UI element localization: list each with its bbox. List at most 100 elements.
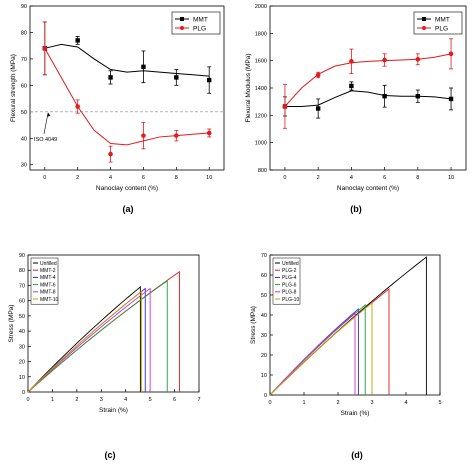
x-tick-label: 5 (438, 400, 441, 406)
y-tick-label: 0 (22, 390, 25, 396)
plot-frame (27, 254, 200, 393)
panel-caption: (c) (105, 450, 116, 460)
y-tick-label: 1800 (255, 31, 267, 37)
data-point-mmt (448, 96, 454, 102)
legend-label: PLG-10 (282, 297, 299, 303)
data-point-mmt (349, 83, 354, 89)
x-axis-label: Strain (%) (341, 410, 370, 417)
legend-label: PLG-4 (282, 275, 297, 281)
x-tick-label: 3 (370, 400, 373, 406)
plot-frame (29, 5, 225, 171)
panel-caption: (b) (350, 204, 362, 214)
x-tick-label: 0 (283, 175, 286, 181)
legend-label: PLG-8 (282, 290, 297, 296)
legend-label: MMT-4 (40, 275, 56, 281)
legend-marker (180, 17, 184, 21)
y-tick-label: 60 (19, 299, 25, 305)
x-tick-label: 1 (302, 400, 305, 406)
legend-label: PLG-6 (282, 282, 297, 288)
reference-arrow-head (47, 112, 51, 117)
data-point-plg (174, 133, 179, 138)
x-tick-label: 4 (124, 397, 127, 403)
data-point-plg (315, 72, 321, 78)
legend-label: MMT-8 (40, 290, 56, 296)
y-tick-label: 1400 (255, 86, 267, 92)
legend-box (30, 257, 59, 305)
x-tick-label: 2 (76, 175, 79, 181)
fit-curve (44, 43, 210, 77)
stress-strain-curve-mmt-10 (27, 290, 143, 393)
legend-label: PLG-2 (282, 268, 297, 274)
x-tick-label: 10 (206, 175, 212, 181)
x-tick-label: 3 (100, 397, 103, 403)
x-tick-label: 5 (149, 397, 152, 403)
x-tick-label: 10 (448, 175, 454, 181)
panel-caption: (d) (351, 450, 363, 460)
y-tick-label: 80 (21, 30, 27, 36)
y-tick-label: 30 (261, 333, 267, 339)
x-tick-label: 0 (268, 400, 271, 406)
x-tick-label: 4 (109, 175, 112, 181)
y-tick-label: 30 (19, 344, 25, 350)
y-tick-label: 1600 (255, 59, 267, 65)
y-tick-label: 1000 (255, 141, 267, 147)
stress-strain-curve-mmt-6 (27, 280, 168, 393)
stress-strain-curve-plg-8 (269, 312, 356, 396)
data-point-mmt (207, 77, 212, 83)
legend-box (272, 257, 301, 305)
y-tick-label: 50 (261, 293, 267, 299)
x-tick-label: 2 (336, 400, 339, 406)
x-tick-label: 6 (173, 397, 176, 403)
x-tick-label: 6 (383, 175, 386, 181)
stress-strain-curve-mmt-8 (27, 287, 151, 393)
y-axis-label: Flexural strength (MPa) (10, 54, 17, 122)
x-tick-label: 8 (175, 175, 178, 181)
x-tick-label: 7 (197, 397, 200, 403)
legend-label: MMT-2 (40, 268, 56, 274)
legend-label: Unfilled (282, 261, 299, 267)
legend-marker (422, 26, 426, 30)
x-tick-label: 0 (43, 175, 46, 181)
y-tick-label: 0 (264, 393, 267, 399)
y-tick-label: 70 (19, 283, 25, 289)
legend-marker (180, 26, 184, 30)
data-point-plg (415, 57, 421, 62)
y-tick-label: 60 (21, 83, 27, 89)
y-tick-label: 40 (261, 313, 267, 319)
y-axis-label: Stress (MPa) (250, 306, 257, 344)
data-point-plg (282, 104, 288, 109)
y-tick-label: 50 (21, 110, 27, 116)
legend-label: MMT-10 (40, 297, 59, 303)
legend-label: PLG (435, 26, 448, 33)
fit-curve (284, 90, 452, 107)
legend-label: MMT (193, 17, 208, 24)
x-tick-label: 0 (26, 397, 29, 403)
y-tick-label: 1200 (255, 113, 267, 119)
y-tick-label: 800 (258, 168, 267, 174)
chart-panel-a: 0 2 4 6 8 10 30 40 50 60 70 80 90 Nanoclay content (%… (10, 4, 225, 214)
data-point-plg (108, 151, 113, 157)
y-tick-label: 50 (19, 314, 25, 320)
legend-marker (422, 17, 426, 21)
data-point-plg (42, 46, 48, 51)
data-point-mmt (415, 94, 421, 99)
legend-label: Unfilled (40, 261, 57, 267)
stress-strain-curve-plg-2 (269, 288, 390, 396)
y-tick-label: 90 (19, 253, 25, 259)
y-tick-label: 30 (21, 163, 27, 169)
y-tick-label: 2000 (255, 4, 267, 10)
data-point-mmt (382, 94, 387, 99)
y-tick-label: 40 (21, 136, 27, 142)
y-tick-label: 80 (19, 268, 25, 274)
stress-strain-curve-unfilled (27, 286, 141, 393)
data-point-mmt (315, 106, 321, 111)
data-point-plg (349, 59, 354, 64)
y-tick-label: 40 (19, 329, 25, 335)
stress-strain-curve-plg-10 (269, 302, 373, 396)
x-tick-label: 4 (350, 175, 353, 181)
y-tick-label: 60 (261, 273, 267, 279)
y-tick-label: 90 (21, 4, 27, 10)
